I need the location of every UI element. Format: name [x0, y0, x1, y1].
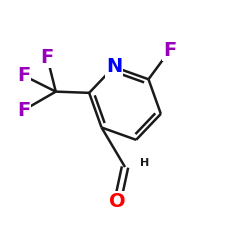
Text: O: O	[109, 192, 126, 211]
Text: H: H	[140, 158, 149, 168]
Text: F: F	[17, 101, 30, 120]
Text: F: F	[17, 66, 30, 85]
Text: N: N	[106, 58, 122, 76]
Text: F: F	[40, 48, 54, 66]
Text: F: F	[163, 41, 176, 60]
